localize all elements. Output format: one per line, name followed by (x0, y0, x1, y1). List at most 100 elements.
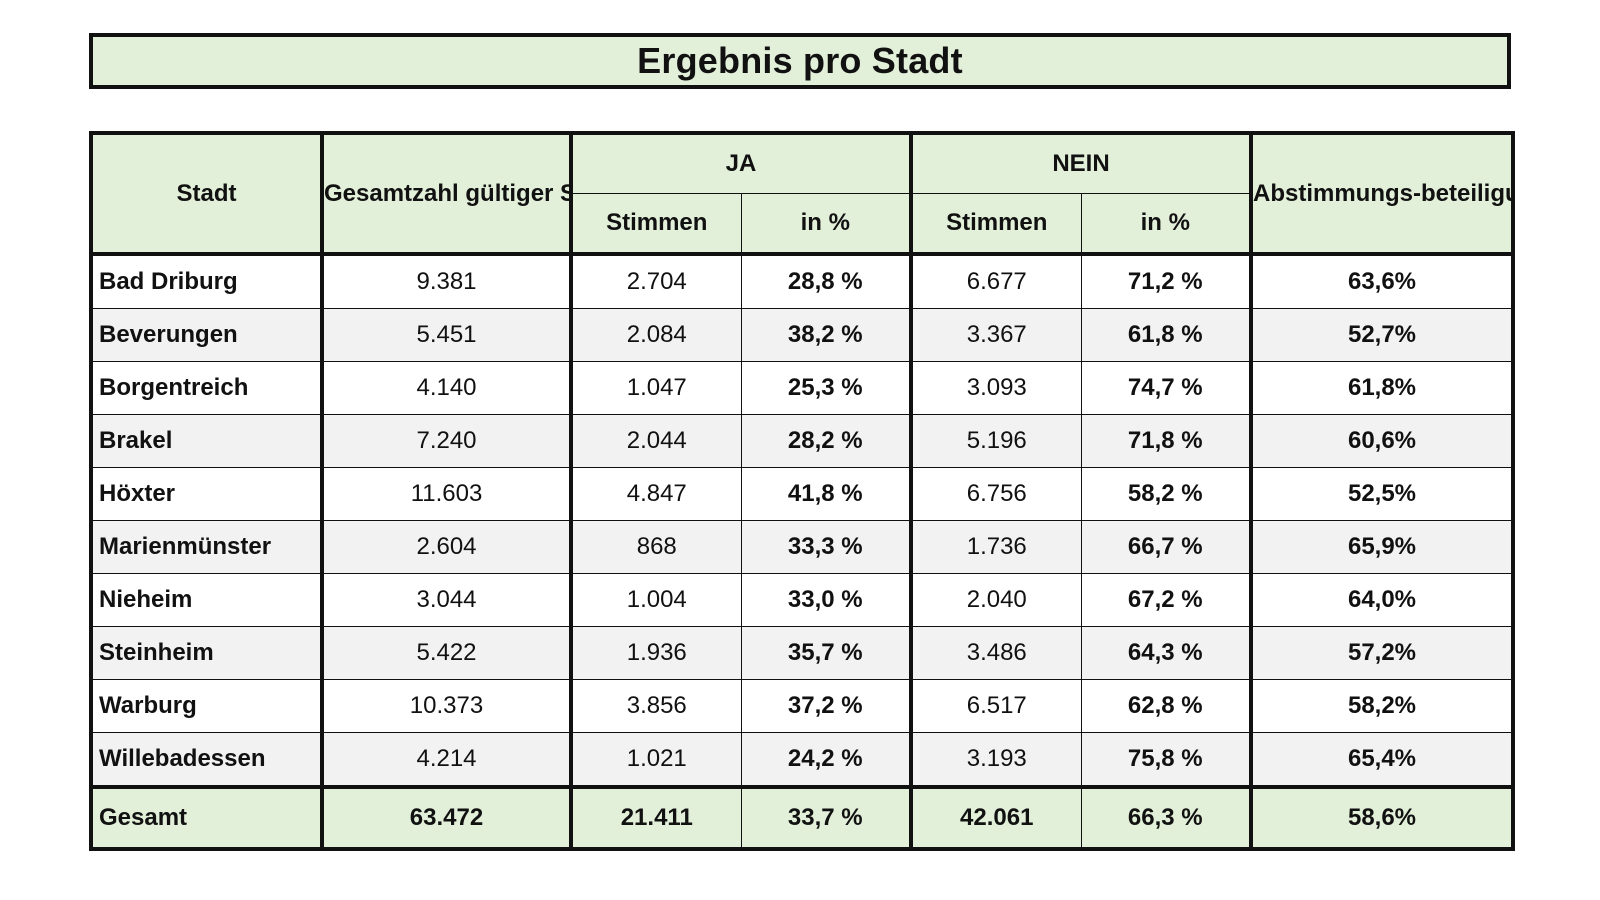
cell-ja-stimmen: 1.004 (570, 573, 742, 627)
header-beteiligung: Abstimmungs-beteiligung gesamt (1250, 131, 1515, 256)
cell-ja-prozent: 28,8 % (740, 253, 913, 309)
cell-beteiligung: 58,2% (1250, 679, 1515, 733)
cell-nein-stimmen: 3.367 (910, 308, 1082, 362)
cell-gesamt: 10.373 (321, 679, 573, 733)
cell-ja-prozent: 25,3 % (740, 361, 913, 415)
cell-ja-stimmen: 2.044 (570, 414, 742, 468)
page-title: Ergebnis pro Stadt (637, 40, 963, 81)
cell-nein-stimmen: 6.517 (910, 679, 1082, 733)
cell-stadt: Brakel (89, 414, 324, 468)
cell-beteiligung: 63,6% (1250, 253, 1515, 309)
total-stadt: Gesamt (89, 785, 324, 851)
table-row: Steinheim 5.422 1.936 35,7 % 3.486 64,3 % 57,2… (89, 626, 1515, 680)
cell-beteiligung: 52,7% (1250, 308, 1515, 362)
cell-beteiligung: 57,2% (1250, 626, 1515, 680)
cell-nein-prozent: 67,2 % (1080, 573, 1253, 627)
cell-ja-prozent: 28,2 % (740, 414, 913, 468)
cell-gesamt: 5.422 (321, 626, 573, 680)
cell-gesamt: 11.603 (321, 467, 573, 521)
total-nein-prozent: 66,3 % (1080, 785, 1253, 851)
cell-ja-prozent: 38,2 % (740, 308, 913, 362)
header-stadt: Stadt (89, 131, 324, 256)
cell-ja-stimmen: 2.084 (570, 308, 742, 362)
cell-ja-prozent: 33,3 % (740, 520, 913, 574)
cell-stadt: Warburg (89, 679, 324, 733)
cell-nein-stimmen: 3.193 (910, 732, 1082, 788)
cell-stadt: Marienmünster (89, 520, 324, 574)
cell-nein-prozent: 62,8 % (1080, 679, 1253, 733)
cell-ja-prozent: 33,0 % (740, 573, 913, 627)
cell-nein-stimmen: 3.093 (910, 361, 1082, 415)
cell-ja-stimmen: 1.021 (570, 732, 742, 788)
results-table: Stadt Gesamtzahl gültiger Stimmen JA NEI… (89, 131, 1515, 851)
cell-nein-stimmen: 5.196 (910, 414, 1082, 468)
cell-stadt: Nieheim (89, 573, 324, 627)
header-gesamtzahl: Gesamtzahl gültiger Stimmen (321, 131, 573, 256)
header-nein-stimmen: Stimmen (910, 193, 1082, 256)
cell-ja-stimmen: 4.847 (570, 467, 742, 521)
header-ja: JA (570, 131, 913, 194)
total-ja-prozent: 33,7 % (740, 785, 913, 851)
cell-gesamt: 4.140 (321, 361, 573, 415)
total-beteiligung: 58,6% (1250, 785, 1515, 851)
total-nein-stimmen: 42.061 (910, 785, 1082, 851)
table-row: Bad Driburg 9.381 2.704 28,8 % 6.677 71,2 % 63… (89, 253, 1515, 309)
cell-nein-prozent: 71,2 % (1080, 253, 1253, 309)
table-row: Marienmünster 2.604 868 33,3 % 1.736 66,7 % 65… (89, 520, 1515, 574)
header-nein-prozent: in % (1080, 193, 1253, 256)
cell-ja-prozent: 35,7 % (740, 626, 913, 680)
cell-ja-stimmen: 1.936 (570, 626, 742, 680)
cell-nein-prozent: 58,2 % (1080, 467, 1253, 521)
header-ja-stimmen: Stimmen (570, 193, 742, 256)
total-gesamt: 63.472 (321, 785, 573, 851)
cell-beteiligung: 61,8% (1250, 361, 1515, 415)
cell-gesamt: 3.044 (321, 573, 573, 627)
cell-nein-stimmen: 6.756 (910, 467, 1082, 521)
total-ja-stimmen: 21.411 (570, 785, 742, 851)
cell-nein-stimmen: 6.677 (910, 253, 1082, 309)
header-nein: NEIN (910, 131, 1253, 194)
cell-gesamt: 7.240 (321, 414, 573, 468)
cell-beteiligung: 60,6% (1250, 414, 1515, 468)
table-body: Bad Driburg 9.381 2.704 28,8 % 6.677 71,2 % 63… (89, 253, 1515, 788)
cell-beteiligung: 65,4% (1250, 732, 1515, 788)
cell-nein-prozent: 64,3 % (1080, 626, 1253, 680)
cell-ja-stimmen: 2.704 (570, 253, 742, 309)
title-box: Ergebnis pro Stadt (89, 33, 1511, 89)
table-row: Nieheim 3.044 1.004 33,0 % 2.040 67,2 % 64,0% (89, 573, 1515, 627)
cell-beteiligung: 64,0% (1250, 573, 1515, 627)
table-row: Beverungen 5.451 2.084 38,2 % 3.367 61,8 % 52,… (89, 308, 1515, 362)
total-row: Gesamt 63.472 21.411 33,7 % 42.061 66,3 … (89, 785, 1515, 851)
table-row: Brakel 7.240 2.044 28,2 % 5.196 71,8 % 60,6% (89, 414, 1515, 468)
cell-nein-prozent: 75,8 % (1080, 732, 1253, 788)
table-row: Warburg 10.373 3.856 37,2 % 6.517 62,8 % 58,2% (89, 679, 1515, 733)
cell-nein-stimmen: 1.736 (910, 520, 1082, 574)
cell-nein-prozent: 61,8 % (1080, 308, 1253, 362)
cell-stadt: Steinheim (89, 626, 324, 680)
table-row: Höxter 11.603 4.847 41,8 % 6.756 58,2 % 52,5% (89, 467, 1515, 521)
cell-nein-stimmen: 3.486 (910, 626, 1082, 680)
cell-ja-stimmen: 868 (570, 520, 742, 574)
cell-gesamt: 5.451 (321, 308, 573, 362)
cell-gesamt: 4.214 (321, 732, 573, 788)
cell-gesamt: 2.604 (321, 520, 573, 574)
cell-stadt: Bad Driburg (89, 253, 324, 309)
cell-ja-prozent: 37,2 % (740, 679, 913, 733)
cell-ja-prozent: 41,8 % (740, 467, 913, 521)
cell-stadt: Beverungen (89, 308, 324, 362)
table-row: Willebadessen 4.214 1.021 24,2 % 3.193 75,8 %… (89, 732, 1515, 788)
cell-ja-stimmen: 1.047 (570, 361, 742, 415)
cell-stadt: Höxter (89, 467, 324, 521)
cell-nein-prozent: 66,7 % (1080, 520, 1253, 574)
cell-beteiligung: 52,5% (1250, 467, 1515, 521)
cell-nein-stimmen: 2.040 (910, 573, 1082, 627)
cell-beteiligung: 65,9% (1250, 520, 1515, 574)
cell-nein-prozent: 71,8 % (1080, 414, 1253, 468)
cell-ja-stimmen: 3.856 (570, 679, 742, 733)
table-row: Borgentreich 4.140 1.047 25,3 % 3.093 74,7 % 6… (89, 361, 1515, 415)
cell-ja-prozent: 24,2 % (740, 732, 913, 788)
cell-gesamt: 9.381 (321, 253, 573, 309)
cell-stadt: Borgentreich (89, 361, 324, 415)
cell-nein-prozent: 74,7 % (1080, 361, 1253, 415)
cell-stadt: Willebadessen (89, 732, 324, 788)
